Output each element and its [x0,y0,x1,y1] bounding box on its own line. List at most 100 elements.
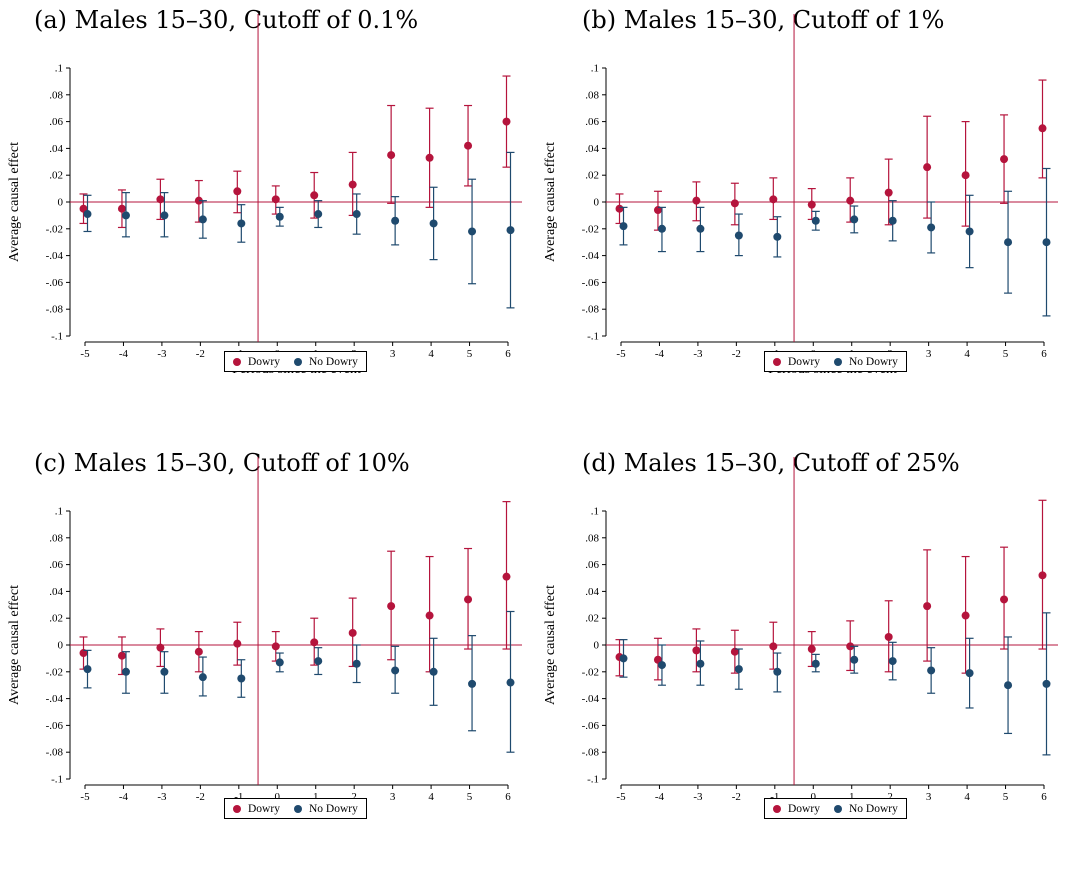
chart-panel: (a) Males 15–30, Cutoff of 0.1% .1 .08 .06.… [0,0,530,437]
x-tick-label: 6 [505,348,511,360]
y-tick-label: -.06 [582,720,600,732]
y-tick-label: .02 [585,170,599,182]
data-point [387,602,396,611]
data-point [83,665,92,674]
data-point [156,643,165,652]
y-tick-label: 0 [594,640,600,652]
data-point [1004,238,1013,247]
data-point [233,187,242,196]
x-tick-label: 4 [428,348,434,360]
data-point [961,171,970,180]
data-point [657,224,666,233]
data-point [965,669,974,678]
y-tick-label: -.08 [582,304,600,316]
data-point [730,647,739,656]
data-point [811,216,820,225]
data-point [121,667,130,676]
data-point [1042,238,1051,247]
y-tick-label: -.06 [46,720,64,732]
data-point [271,195,280,204]
x-tick-label: 5 [1003,348,1009,360]
y-tick-label: .02 [49,170,63,182]
data-point [310,191,319,200]
x-tick-label: -5 [80,791,90,803]
x-tick-label: -3 [157,348,167,360]
chart-panel: (d) Males 15–30, Cutoff of 25% .1 .08 .06 .0… [536,443,1066,880]
data-point [888,216,897,225]
y-axis-title: Average causal effect [543,142,558,262]
x-tick-label: 3 [926,348,932,360]
panel-title: (c) Males 15–30, Cutoff of 10% [34,449,410,477]
legend-label: Dowry [788,355,820,368]
data-point [769,195,778,204]
y-axis-title: Average causal effect [7,142,22,262]
data-point [807,645,816,654]
legend-item: No Dowry [293,355,358,368]
data-point [807,200,816,209]
x-tick-label: -3 [693,791,703,803]
data-point [615,204,624,213]
x-tick-label: 2 [887,791,893,803]
data-point [237,674,246,683]
y-tick-label: -.08 [46,747,64,759]
legend: Dowry No Dowry [224,351,367,372]
data-point [275,212,284,221]
x-tick-label: -1 [234,791,243,803]
data-point [464,595,473,604]
legend-label: No Dowry [308,355,358,368]
y-tick-label: .1 [55,506,63,518]
y-tick-label: .02 [585,613,599,625]
x-tick-label: 3 [926,791,932,803]
data-point [314,210,323,219]
x-tick-label: -2 [196,791,205,803]
x-tick-label: -2 [196,348,205,360]
y-tick-label: -.08 [46,304,64,316]
data-point [429,667,438,676]
y-tick-label: -.04 [582,250,600,262]
y-tick-label: -.04 [46,693,64,705]
legend-item: No Dowry [833,802,898,815]
data-point [198,673,207,682]
data-point [1038,124,1047,133]
data-point [923,602,932,611]
x-tick-label: -5 [616,348,626,360]
legend-item: No Dowry [833,356,898,368]
data-point [117,651,126,660]
legend-label: No Dowry [848,802,898,815]
data-point [696,659,705,668]
data-point [425,611,434,620]
data-point [734,665,743,674]
panel-title: (a) Males 15–30, Cutoff of 0.1% [34,6,419,34]
legend-marker-icon [833,804,842,813]
data-point [696,224,705,233]
data-point [502,572,511,581]
plot-area: .1 .08 .06 .04 .02 0 -.02 -.04 -.06 -.08 -.1 -5 -4 -3… [543,457,1058,820]
data-point [348,180,357,189]
data-point [692,196,701,205]
x-tick-label: 6 [505,791,511,803]
data-point [773,667,782,676]
x-tick-label: -5 [616,791,626,803]
y-tick-label: -.1 [51,774,63,786]
data-point [314,657,323,666]
x-tick-label: 5 [467,348,473,360]
x-tick-label: 2 [351,791,357,803]
data-point [121,211,130,220]
data-point [352,210,361,219]
data-point [773,232,782,241]
y-tick-label: -.1 [587,774,599,786]
y-tick-label: -.06 [582,277,600,289]
x-tick-label: -4 [655,348,665,360]
legend-marker-icon [233,357,241,366]
chart-panel: (c) Males 15–30, Cutoff of 10% .1 .08 .06 .0… [0,443,530,880]
legend-item: Dowry [773,356,820,368]
y-tick-label: .08 [585,532,599,544]
y-tick-label: .08 [49,532,63,544]
data-point [506,226,515,235]
panel-title: (b) Males 15–30, Cutoff of 1% [582,6,945,34]
y-tick-label: -.1 [587,331,599,343]
y-tick-label: .1 [591,63,599,75]
x-tick-label: 6 [1041,791,1047,803]
y-tick-label: .04 [49,143,63,155]
